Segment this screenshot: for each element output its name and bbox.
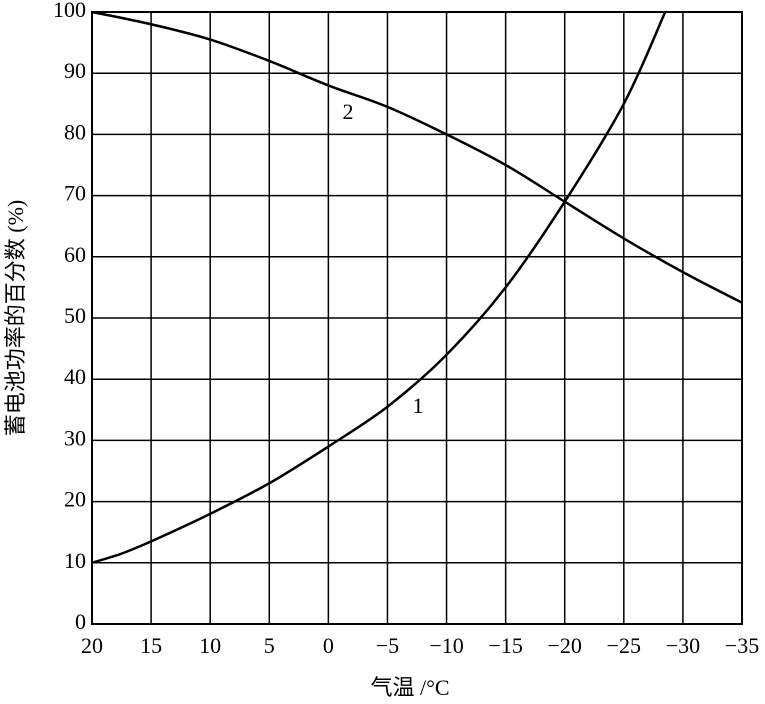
x-tick-label: 20 (81, 633, 103, 658)
x-tick-label: 5 (264, 633, 275, 658)
y-axis-label: 蓄电池功率的百分数 (%) (3, 200, 28, 436)
y-tick-label: 100 (53, 0, 86, 22)
x-tick-label: −25 (607, 633, 641, 658)
y-tick-label: 20 (64, 487, 86, 512)
x-tick-label: −5 (376, 633, 399, 658)
y-tick-label: 30 (64, 425, 86, 450)
x-tick-label: 10 (199, 633, 221, 658)
y-tick-label: 80 (64, 119, 86, 144)
y-tick-label: 10 (64, 548, 86, 573)
x-tick-label: −20 (548, 633, 582, 658)
x-tick-label: 15 (140, 633, 162, 658)
x-tick-label: −30 (666, 633, 700, 658)
y-tick-label: 90 (64, 58, 86, 83)
x-tick-label: −35 (725, 633, 759, 658)
x-axis-label: 气温 /°C (370, 675, 449, 700)
series-label: 1 (413, 393, 424, 418)
y-tick-label: 0 (75, 609, 86, 634)
y-tick-label: 50 (64, 303, 86, 328)
y-tick-label: 40 (64, 364, 86, 389)
x-tick-label: 0 (323, 633, 334, 658)
series-label: 2 (343, 99, 354, 124)
plot-border (91, 11, 743, 625)
x-tick-label: −10 (429, 633, 463, 658)
line-series (91, 10, 743, 304)
line-series (91, 11, 667, 564)
x-tick-label: −15 (488, 633, 522, 658)
y-tick-label: 70 (64, 181, 86, 206)
y-tick-label: 60 (64, 242, 86, 267)
